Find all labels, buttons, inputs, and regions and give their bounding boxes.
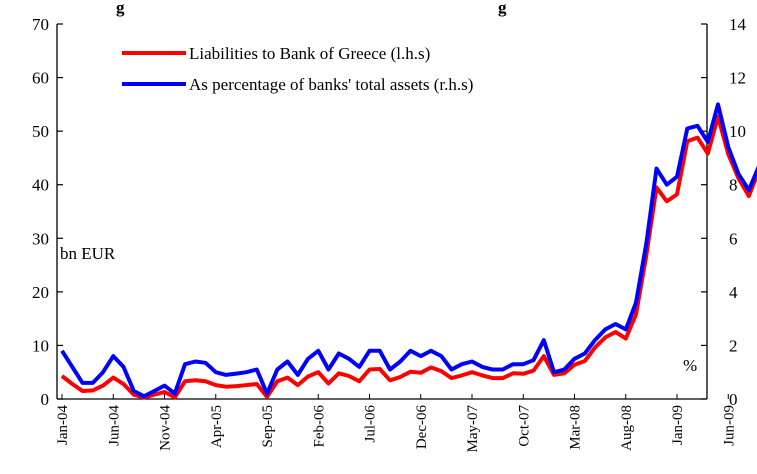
legend-label-series-2: As percentage of banks' total assets (r.…	[189, 75, 473, 94]
y-right-tick-label: 6	[729, 229, 738, 248]
ticks: 0 10 20 30 40 50 60 70 0 2 4 6 8 10 12 14 Jan-04 Jun-04 No…	[32, 15, 747, 453]
x-tick-label: Dec-06	[414, 405, 430, 450]
x-tick-label: Jan-09	[670, 405, 686, 445]
x-tick-label: Jun-09	[721, 405, 737, 446]
right-axis-unit: %	[683, 356, 697, 375]
x-tick-label: Feb-06	[311, 405, 327, 448]
y-right-tick-label: 4	[729, 283, 738, 302]
y-right-tick-label: 14	[729, 15, 747, 34]
left-axis-unit: bn EUR	[60, 244, 116, 263]
y-right-tick-label: 8	[729, 176, 738, 195]
x-tick-label: Jul-06	[363, 405, 379, 443]
y-left-tick-label: 30	[32, 229, 49, 248]
x-tick-label: Sep-05	[260, 405, 276, 448]
y-right-tick-label: 0	[729, 390, 738, 409]
legend: Liabilities to Bank of Greece (l.h.s) As…	[122, 44, 473, 94]
x-tick-label: Jun-04	[106, 405, 122, 446]
y-right-tick-label: 10	[729, 122, 746, 141]
axes	[56, 24, 708, 400]
y-left-tick-label: 20	[32, 283, 49, 302]
x-tick-label: Jan-04	[55, 405, 71, 445]
legend-label-series-1: Liabilities to Bank of Greece (l.h.s)	[189, 44, 430, 63]
series-lines	[60, 102, 757, 400]
x-tick-label: Oct-07	[516, 405, 532, 447]
x-tick-label: Apr-05	[209, 405, 225, 448]
chart-title: g	[116, 0, 125, 17]
y-left-tick-label: 60	[32, 69, 49, 88]
y-left-tick-label: 70	[32, 15, 49, 34]
y-right-tick-label: 12	[729, 69, 746, 88]
y-left-tick-label: 40	[32, 176, 49, 195]
x-tick-label: May-07	[465, 405, 481, 453]
y-left-tick-label: 50	[32, 122, 49, 141]
y-right-tick-label: 2	[729, 336, 738, 355]
series-line-2	[60, 102, 757, 399]
y-left-tick-label: 0	[41, 390, 50, 409]
x-tick-label: Aug-08	[619, 405, 635, 451]
chart-title-end: g	[498, 0, 507, 17]
y-left-tick-label: 10	[32, 336, 49, 355]
series-line-1	[60, 114, 757, 400]
x-tick-label: Mar-08	[568, 405, 584, 450]
x-tick-label: Nov-04	[158, 405, 174, 451]
